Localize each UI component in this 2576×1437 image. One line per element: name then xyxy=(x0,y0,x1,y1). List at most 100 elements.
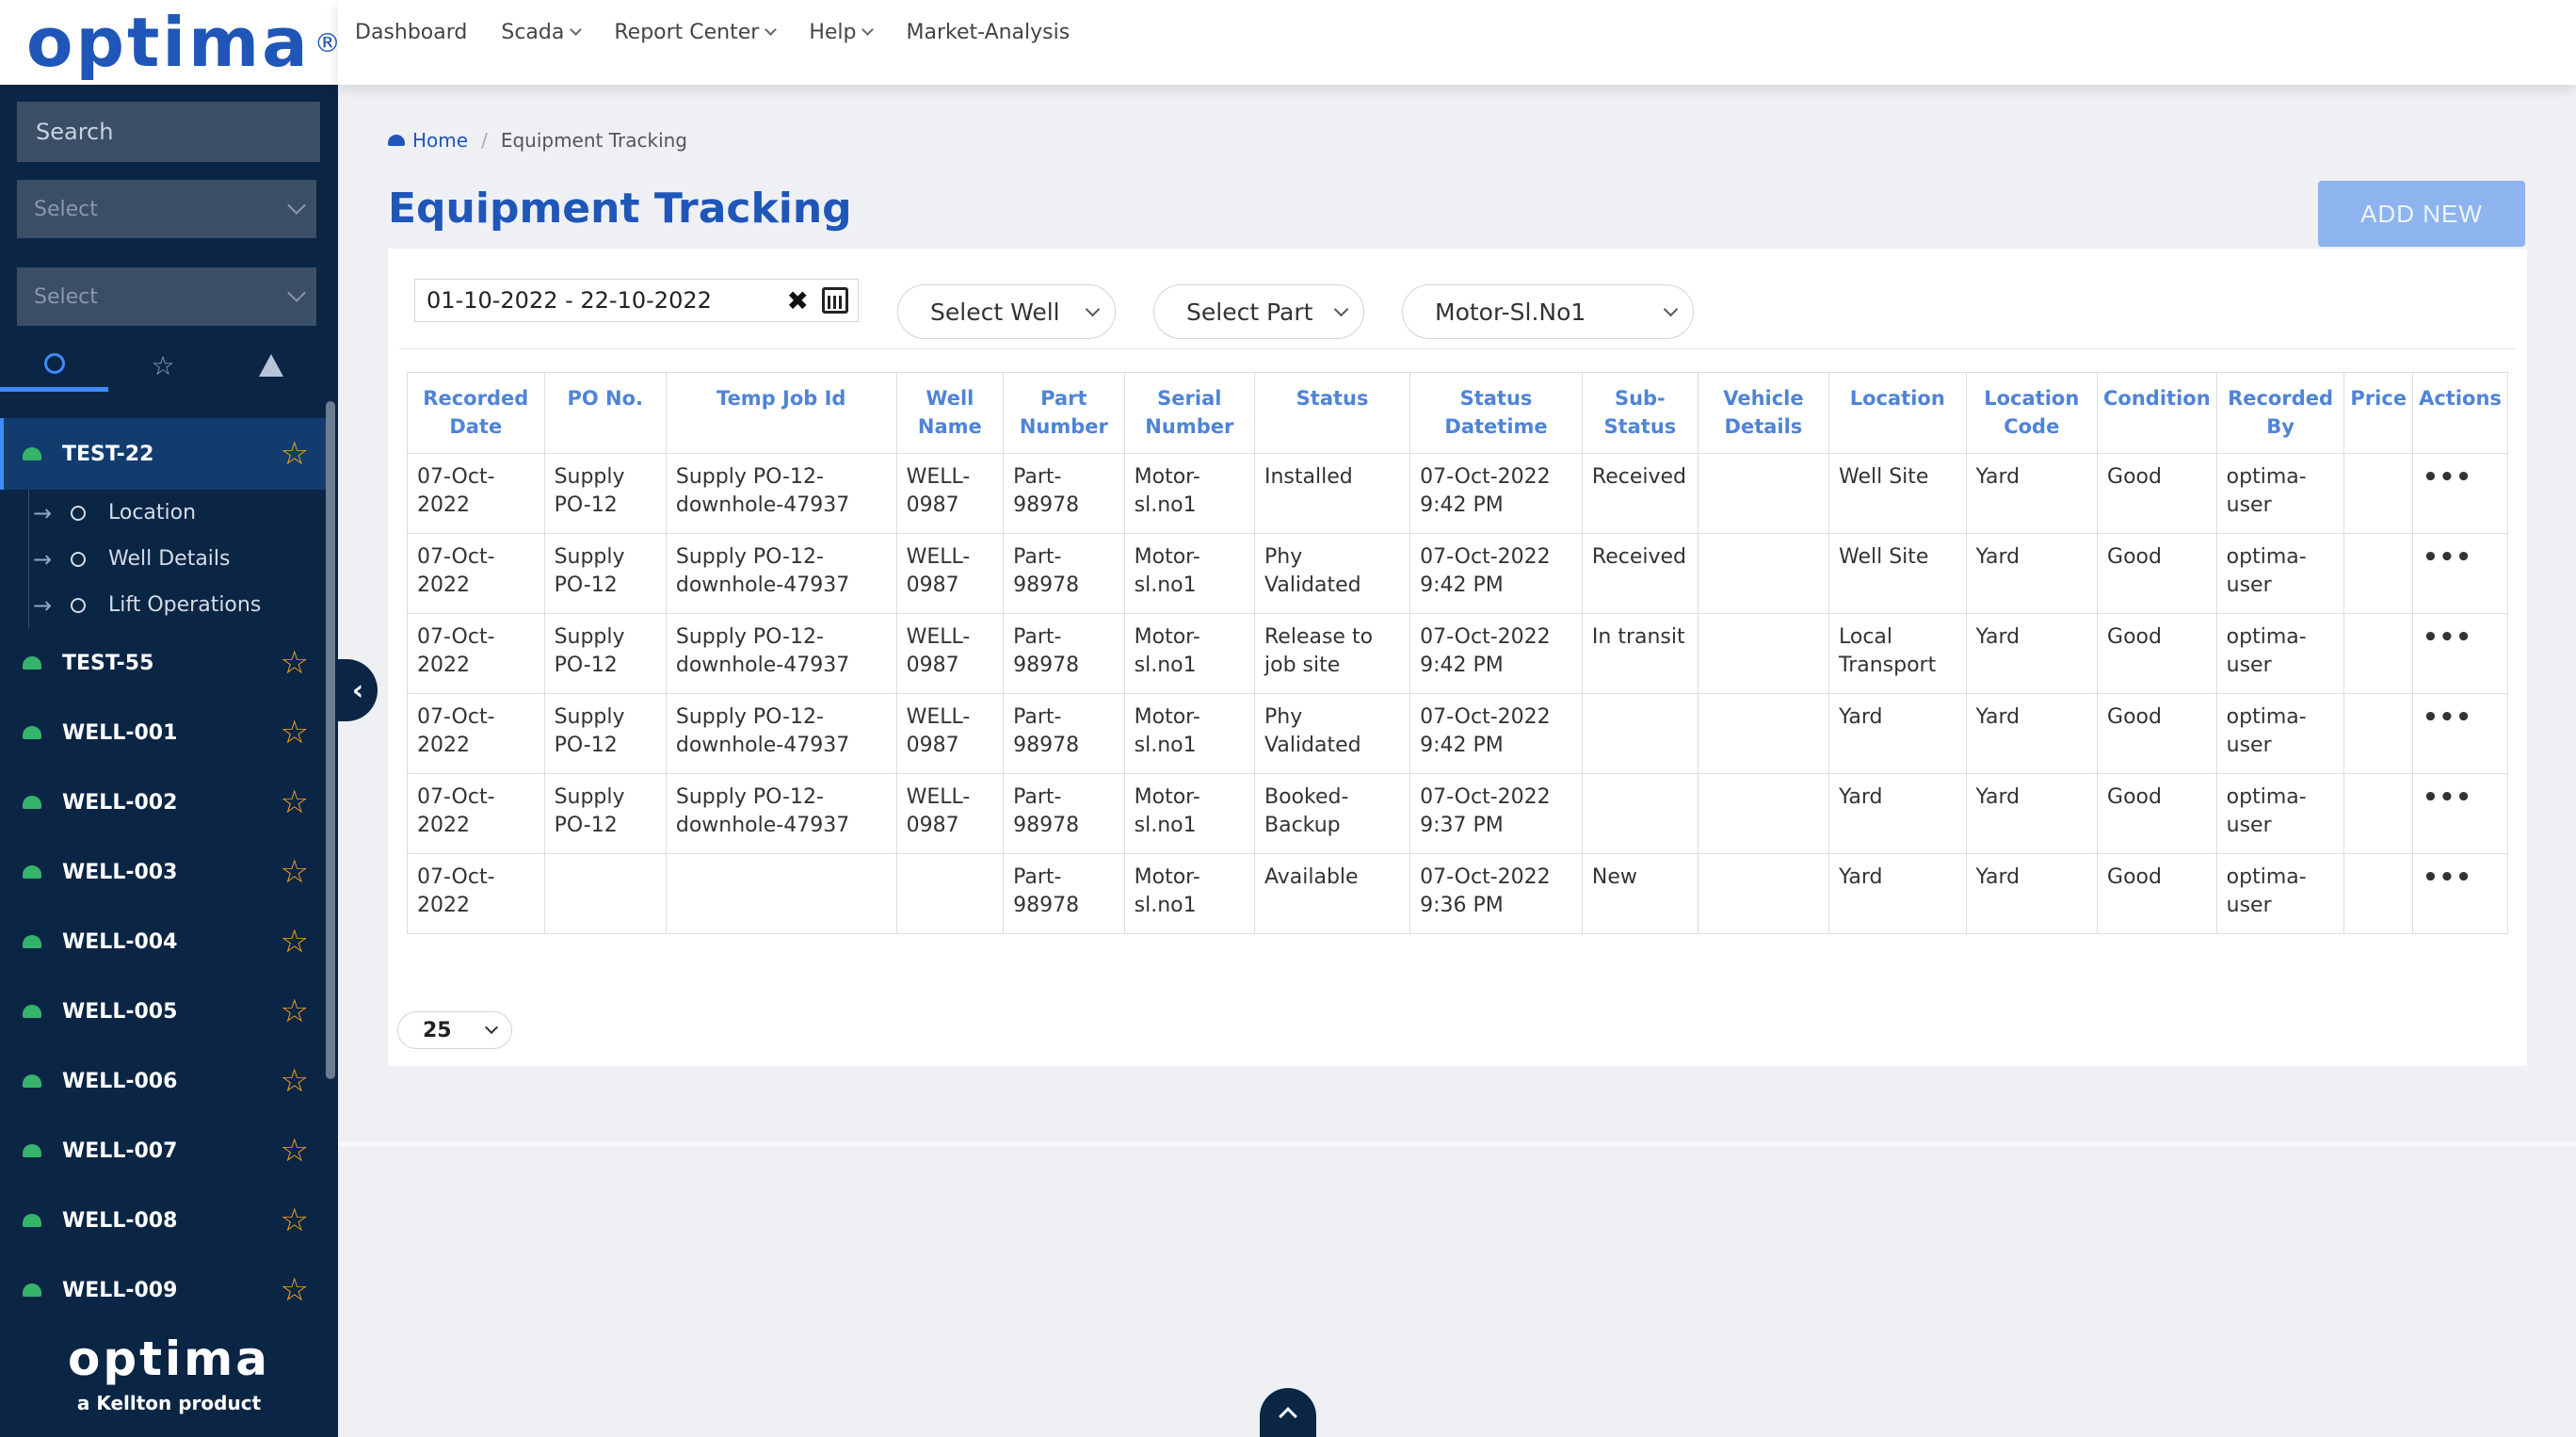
tab-favorites[interactable]: ☆ xyxy=(108,339,217,392)
nav-label: Report Center xyxy=(614,21,760,44)
sidebar-item-well-009[interactable]: WELL-009 ☆ xyxy=(0,1255,326,1325)
sidebar-select-2[interactable]: Select xyxy=(17,267,316,326)
table-cell: WELL-0987 xyxy=(895,613,1005,694)
col-part-number[interactable]: Part Number xyxy=(1003,372,1125,454)
breadcrumb-home[interactable]: Home xyxy=(388,129,468,152)
star-icon[interactable]: ☆ xyxy=(280,1271,309,1309)
sidebar-item-label: WELL-005 xyxy=(62,999,178,1024)
table-row[interactable]: 07-Oct-2022 Supply PO-12 Supply PO-12-down… xyxy=(407,693,2508,774)
sidebar-select-1[interactable]: Select xyxy=(17,180,316,238)
col-serial-number[interactable]: Serial Number xyxy=(1123,372,1256,454)
sidebar-item-label: WELL-004 xyxy=(62,929,178,954)
table-row[interactable]: 07-Oct-2022 Supply PO-12 Supply PO-12-down… xyxy=(407,613,2508,694)
sidebar-item-well-003[interactable]: WELL-003 ☆ xyxy=(0,837,326,907)
tab-all[interactable] xyxy=(0,339,109,392)
star-icon[interactable]: ☆ xyxy=(280,993,309,1030)
scroll-to-top-button[interactable] xyxy=(1260,1388,1316,1437)
nav-scada[interactable]: Scada xyxy=(501,21,583,44)
select-part-value: Select Part xyxy=(1186,298,1313,326)
well-list: TEST-22 ☆ → Location → Well Details → Lift … xyxy=(0,418,326,1325)
star-icon[interactable]: ☆ xyxy=(280,1062,309,1100)
sidebar-item-well-005[interactable]: WELL-005 ☆ xyxy=(0,977,326,1046)
sidebar-subitem-lift-operations[interactable]: → Lift Operations xyxy=(29,582,326,628)
table-cell: WELL-0987 xyxy=(895,533,1005,614)
star-icon[interactable]: ☆ xyxy=(280,1132,309,1170)
col-status-datetime[interactable]: Status Datetime xyxy=(1409,372,1583,454)
sidebar-scrollbar[interactable] xyxy=(326,401,335,1079)
sidebar-search-input[interactable]: Search xyxy=(17,102,320,162)
col-recorded-date[interactable]: Recorded Date xyxy=(407,372,545,454)
table-cell: WELL-0987 xyxy=(895,773,1005,854)
sidebar-item-well-002[interactable]: WELL-002 ☆ xyxy=(0,767,326,837)
table-cell: Booked-Backup xyxy=(1253,773,1411,854)
table-row[interactable]: 07-Oct-2022 Part-98978 Motor-sl.no1 Availab… xyxy=(407,853,2508,934)
sidebar-item-test-55[interactable]: TEST-55 ☆ xyxy=(0,628,326,698)
col-location[interactable]: Location xyxy=(1828,372,1967,454)
date-range-input[interactable]: 01-10-2022 - 22-10-2022 ✖ xyxy=(414,279,859,322)
sidebar-item-well-007[interactable]: WELL-007 ☆ xyxy=(0,1116,326,1186)
select-serial-dropdown[interactable]: Motor-Sl.No1 xyxy=(1402,284,1694,339)
row-actions-button[interactable]: ••• xyxy=(2412,773,2508,854)
sidebar-item-test-22[interactable]: TEST-22 ☆ xyxy=(0,418,326,490)
table-row[interactable]: 07-Oct-2022 Supply PO-12 Supply PO-12-down… xyxy=(407,453,2508,534)
row-actions-button[interactable]: ••• xyxy=(2412,453,2508,534)
row-actions-button[interactable]: ••• xyxy=(2412,533,2508,614)
star-icon[interactable]: ☆ xyxy=(280,783,309,821)
add-new-button[interactable]: ADD NEW xyxy=(2318,181,2525,247)
sidebar-item-well-006[interactable]: WELL-006 ☆ xyxy=(0,1046,326,1116)
equipment-table: Recorded Date PO No. Temp Job Id Well Na… xyxy=(407,372,2508,934)
col-sub-status[interactable]: Sub-Status xyxy=(1581,372,1699,454)
collapse-sidebar-button[interactable]: ‹ xyxy=(338,659,378,721)
star-icon[interactable]: ☆ xyxy=(280,923,309,961)
table-cell: 07-Oct-2022 xyxy=(407,773,545,854)
clear-icon[interactable]: ✖ xyxy=(786,284,809,316)
row-actions-button[interactable]: ••• xyxy=(2412,693,2508,774)
footer-band xyxy=(338,1141,2576,1147)
sidebar-subitem-well-details[interactable]: → Well Details xyxy=(29,536,326,582)
table-cell: Motor-sl.no1 xyxy=(1123,693,1256,774)
col-well-name[interactable]: Well Name xyxy=(895,372,1005,454)
sidebar-item-well-001[interactable]: WELL-001 ☆ xyxy=(0,698,326,767)
col-price[interactable]: Price xyxy=(2343,372,2414,454)
col-status[interactable]: Status xyxy=(1253,372,1411,454)
star-icon[interactable]: ☆ xyxy=(280,714,309,751)
col-condition[interactable]: Condition xyxy=(2097,372,2217,454)
star-icon[interactable]: ☆ xyxy=(280,435,309,473)
calendar-icon[interactable] xyxy=(822,287,848,314)
table-cell: 07-Oct-2022 xyxy=(407,533,545,614)
table-cell xyxy=(1581,773,1699,854)
dashboard-icon xyxy=(23,865,41,879)
star-icon[interactable]: ☆ xyxy=(280,644,309,682)
col-po-no[interactable]: PO No. xyxy=(543,372,667,454)
nav-dashboard[interactable]: Dashboard xyxy=(355,21,467,44)
table-cell: Well Site xyxy=(1828,533,1967,614)
nav-help[interactable]: Help xyxy=(809,21,875,44)
date-range-value: 01-10-2022 - 22-10-2022 xyxy=(427,287,712,314)
col-location-code[interactable]: Location Code xyxy=(1965,372,2099,454)
select-part-dropdown[interactable]: Select Part xyxy=(1153,284,1364,339)
sidebar-item-well-004[interactable]: WELL-004 ☆ xyxy=(0,907,326,977)
logo[interactable]: optima ® xyxy=(0,0,341,85)
nav-report-center[interactable]: Report Center xyxy=(614,21,778,44)
table-row[interactable]: 07-Oct-2022 Supply PO-12 Supply PO-12-down… xyxy=(407,773,2508,854)
sidebar-subitem-location[interactable]: → Location xyxy=(29,490,326,536)
star-icon[interactable]: ☆ xyxy=(280,853,309,891)
sidebar-item-label: TEST-22 xyxy=(62,442,154,466)
page-size-select[interactable]: 25 xyxy=(397,1011,512,1049)
table-header-row: Recorded Date PO No. Temp Job Id Well Na… xyxy=(407,372,2508,454)
col-vehicle-details[interactable]: Vehicle Details xyxy=(1697,372,1830,454)
col-recorded-by[interactable]: Recorded By xyxy=(2215,372,2345,454)
tab-alerts[interactable] xyxy=(217,339,326,392)
dashboard-icon xyxy=(23,447,41,460)
dashboard-icon xyxy=(23,1214,41,1227)
table-cell: Yard xyxy=(1965,453,2099,534)
sidebar-item-well-008[interactable]: WELL-008 ☆ xyxy=(0,1186,326,1255)
table-row[interactable]: 07-Oct-2022 Supply PO-12 Supply PO-12-down… xyxy=(407,533,2508,614)
nav-market-analysis[interactable]: Market-Analysis xyxy=(906,21,1070,44)
col-temp-job-id[interactable]: Temp Job Id xyxy=(665,372,897,454)
row-actions-button[interactable]: ••• xyxy=(2412,613,2508,694)
star-icon[interactable]: ☆ xyxy=(280,1202,309,1239)
table-cell: Motor-sl.no1 xyxy=(1123,773,1256,854)
select-well-dropdown[interactable]: Select Well xyxy=(897,284,1116,339)
row-actions-button[interactable]: ••• xyxy=(2412,853,2508,934)
